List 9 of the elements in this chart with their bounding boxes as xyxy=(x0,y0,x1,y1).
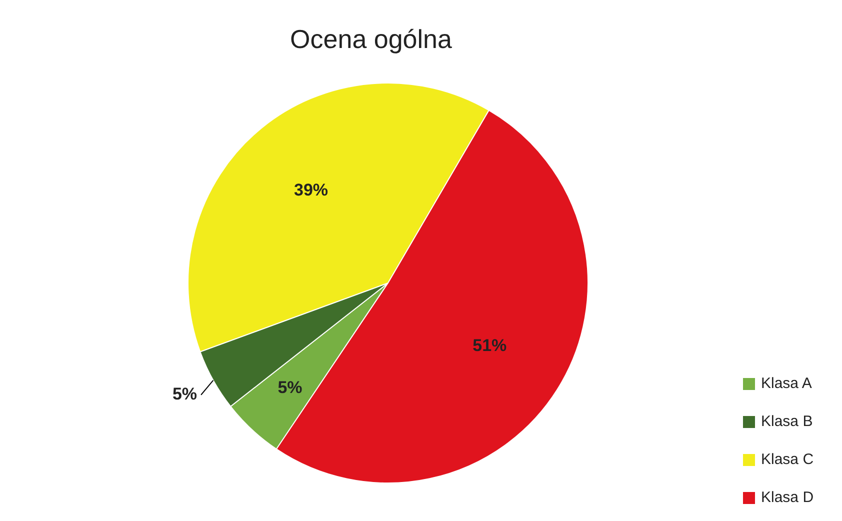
legend-label: Klasa C xyxy=(761,451,814,468)
legend-label: Klasa B xyxy=(761,413,813,430)
data-label: 51% xyxy=(472,336,507,356)
legend-label: Klasa D xyxy=(761,489,814,506)
data-label: 5% xyxy=(172,384,198,404)
data-label: 39% xyxy=(294,180,328,200)
data-label: 5% xyxy=(278,378,302,397)
legend-label: Klasa A xyxy=(761,375,812,392)
chart-title: Ocena ogólna xyxy=(290,24,452,54)
